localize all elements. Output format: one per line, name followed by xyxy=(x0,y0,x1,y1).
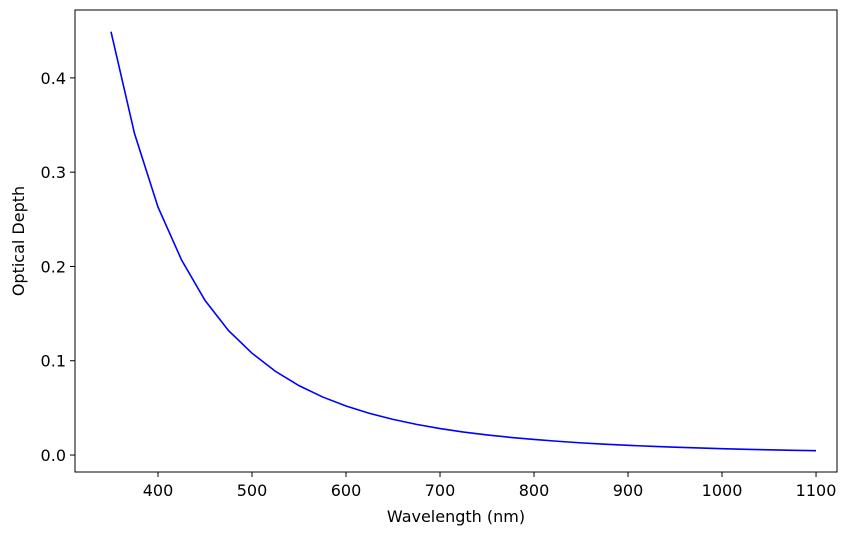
x-tick-label: 500 xyxy=(237,481,268,500)
y-tick-label: 0.2 xyxy=(41,257,66,276)
y-tick-label: 0.4 xyxy=(41,69,66,88)
y-axis-label: Optical Depth xyxy=(9,186,28,296)
plot-frame xyxy=(74,9,838,473)
y-tick-label: 0.0 xyxy=(41,446,66,465)
x-tick-label: 900 xyxy=(613,481,644,500)
x-tick-label: 1000 xyxy=(702,481,743,500)
x-tick-label: 800 xyxy=(519,481,550,500)
y-tick-label: 0.1 xyxy=(41,352,66,371)
x-axis-label: Wavelength (nm) xyxy=(387,507,525,526)
x-tick-label: 1100 xyxy=(796,481,837,500)
data-line xyxy=(110,31,817,452)
y-tick-label: 0.3 xyxy=(41,163,66,182)
x-tick-label: 600 xyxy=(331,481,362,500)
x-tick-label: 700 xyxy=(425,481,456,500)
x-tick-label: 400 xyxy=(143,481,174,500)
